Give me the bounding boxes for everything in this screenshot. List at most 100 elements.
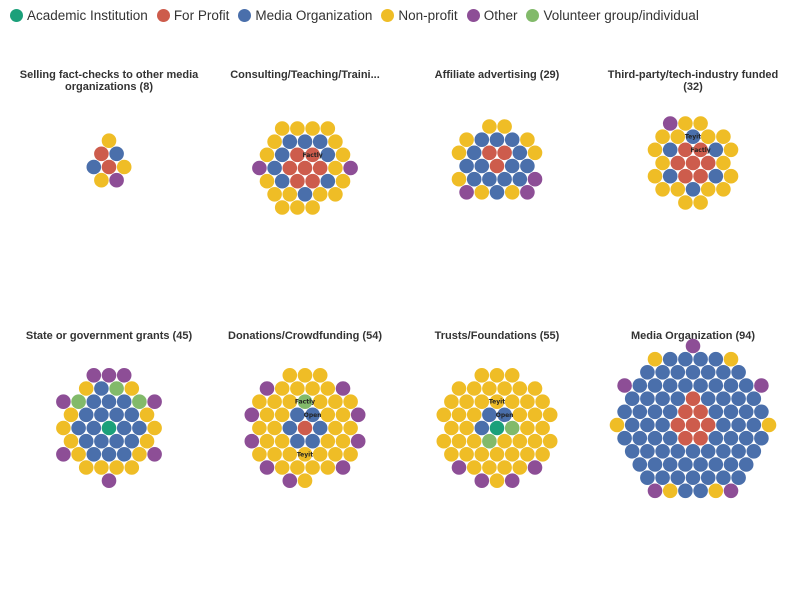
bubble-non-profit[interactable] bbox=[436, 407, 452, 423]
bubble-media-organization[interactable] bbox=[497, 171, 512, 187]
bubble-media-organization[interactable] bbox=[482, 407, 497, 423]
bubble-for-profit[interactable] bbox=[297, 160, 313, 176]
bubble-for-profit[interactable] bbox=[678, 430, 693, 446]
bubble-media-organization[interactable] bbox=[731, 391, 746, 406]
bubble-non-profit[interactable] bbox=[489, 473, 505, 488]
bubble-media-organization[interactable] bbox=[320, 147, 336, 163]
bubble-media-organization[interactable] bbox=[124, 407, 140, 423]
bubble-other[interactable] bbox=[259, 460, 275, 475]
bubble-other[interactable] bbox=[647, 483, 663, 499]
bubble-media-organization[interactable] bbox=[693, 457, 708, 472]
bubble-non-profit[interactable] bbox=[312, 447, 328, 462]
bubble-media-organization[interactable] bbox=[512, 145, 528, 161]
bubble-non-profit[interactable] bbox=[274, 121, 290, 136]
bubble-media-organization[interactable] bbox=[624, 391, 640, 406]
bubble-non-profit[interactable] bbox=[451, 407, 467, 423]
bubble-media-organization[interactable] bbox=[731, 470, 746, 485]
bubble-non-profit[interactable] bbox=[109, 460, 124, 475]
bubble-non-profit[interactable] bbox=[274, 381, 290, 396]
bubble-media-organization[interactable] bbox=[116, 420, 132, 436]
bubble-for-profit[interactable] bbox=[290, 147, 305, 163]
bubble-non-profit[interactable] bbox=[474, 447, 490, 462]
bubble-non-profit[interactable] bbox=[328, 187, 343, 202]
bubble-non-profit[interactable] bbox=[700, 129, 716, 144]
bubble-for-profit[interactable] bbox=[489, 158, 505, 174]
bubble-non-profit[interactable] bbox=[497, 433, 512, 449]
bubble-media-organization[interactable] bbox=[655, 444, 670, 459]
bubble-non-profit[interactable] bbox=[474, 185, 490, 200]
bubble-for-profit[interactable] bbox=[297, 420, 313, 436]
bubble-non-profit[interactable] bbox=[290, 460, 305, 475]
bubble-non-profit[interactable] bbox=[335, 147, 351, 163]
bubble-media-organization[interactable] bbox=[716, 365, 731, 380]
legend-item-1[interactable]: For Profit bbox=[156, 8, 229, 23]
bubble-non-profit[interactable] bbox=[512, 433, 528, 449]
bubble-non-profit[interactable] bbox=[328, 394, 343, 409]
bubble-media-organization[interactable] bbox=[662, 351, 678, 367]
bubble-media-organization[interactable] bbox=[504, 132, 520, 147]
bubble-media-organization[interactable] bbox=[738, 378, 754, 393]
bubble-for-profit[interactable] bbox=[305, 173, 320, 189]
bubble-non-profit[interactable] bbox=[647, 351, 663, 367]
bubble-other[interactable] bbox=[282, 473, 298, 488]
bubble-media-organization[interactable] bbox=[700, 391, 716, 406]
bubble-non-profit[interactable] bbox=[474, 368, 490, 383]
bubble-media-organization[interactable] bbox=[670, 444, 686, 459]
bubble-non-profit[interactable] bbox=[459, 447, 474, 462]
bubble-media-organization[interactable] bbox=[274, 147, 290, 163]
bubble-media-organization[interactable] bbox=[670, 470, 686, 485]
bubble-media-organization[interactable] bbox=[267, 160, 282, 176]
bubble-media-organization[interactable] bbox=[86, 159, 102, 175]
bubble-non-profit[interactable] bbox=[723, 351, 739, 367]
bubble-other[interactable] bbox=[520, 185, 535, 200]
bubble-media-organization[interactable] bbox=[482, 171, 497, 187]
bubble-for-profit[interactable] bbox=[312, 160, 328, 176]
bubble-non-profit[interactable] bbox=[124, 460, 140, 475]
bubble-non-profit[interactable] bbox=[305, 121, 320, 136]
bubble-for-profit[interactable] bbox=[290, 173, 305, 189]
bubble-media-organization[interactable] bbox=[738, 457, 754, 472]
bubble-media-organization[interactable] bbox=[746, 417, 762, 433]
bubble-media-organization[interactable] bbox=[116, 394, 132, 409]
bubble-media-organization[interactable] bbox=[101, 394, 117, 409]
bubble-media-organization[interactable] bbox=[723, 404, 739, 420]
bubble-for-profit[interactable] bbox=[693, 168, 708, 184]
bubble-media-organization[interactable] bbox=[655, 417, 670, 433]
bubble-media-organization[interactable] bbox=[632, 457, 648, 472]
bubble-non-profit[interactable] bbox=[328, 160, 343, 176]
bubble-media-organization[interactable] bbox=[662, 430, 678, 446]
bubble-media-organization[interactable] bbox=[731, 417, 746, 433]
bubble-non-profit[interactable] bbox=[647, 168, 663, 184]
bubble-non-profit[interactable] bbox=[451, 145, 467, 161]
bubble-media-organization[interactable] bbox=[489, 132, 505, 147]
bubble-non-profit[interactable] bbox=[497, 460, 512, 475]
bubble-volunteer-group-individual[interactable] bbox=[504, 420, 520, 436]
bubble-other[interactable] bbox=[109, 172, 124, 188]
bubble-for-profit[interactable] bbox=[700, 155, 716, 171]
bubble-media-organization[interactable] bbox=[116, 447, 132, 462]
bubble-media-organization[interactable] bbox=[678, 378, 693, 393]
bubble-other[interactable] bbox=[451, 460, 467, 475]
bubble-media-organization[interactable] bbox=[731, 365, 746, 380]
bubble-non-profit[interactable] bbox=[527, 433, 543, 449]
bubble-media-organization[interactable] bbox=[716, 391, 731, 406]
bubble-volunteer-group-individual[interactable] bbox=[482, 433, 497, 449]
bubble-non-profit[interactable] bbox=[542, 407, 558, 423]
bubble-non-profit[interactable] bbox=[542, 433, 558, 449]
bubble-non-profit[interactable] bbox=[716, 155, 731, 171]
bubble-non-profit[interactable] bbox=[451, 433, 467, 449]
bubble-media-organization[interactable] bbox=[78, 433, 94, 449]
bubble-media-organization[interactable] bbox=[662, 142, 678, 158]
bubble-media-organization[interactable] bbox=[662, 168, 678, 184]
bubble-media-organization[interactable] bbox=[290, 407, 305, 423]
bubble-non-profit[interactable] bbox=[716, 129, 731, 144]
bubble-non-profit[interactable] bbox=[436, 433, 452, 449]
bubble-media-organization[interactable] bbox=[617, 404, 632, 420]
bubble-non-profit[interactable] bbox=[512, 407, 528, 423]
bubble-media-organization[interactable] bbox=[109, 433, 124, 449]
bubble-non-profit[interactable] bbox=[520, 420, 535, 436]
bubble-non-profit[interactable] bbox=[71, 447, 86, 462]
bubble-non-profit[interactable] bbox=[693, 116, 708, 131]
bubble-non-profit[interactable] bbox=[482, 119, 497, 134]
bubble-media-organization[interactable] bbox=[305, 433, 320, 449]
